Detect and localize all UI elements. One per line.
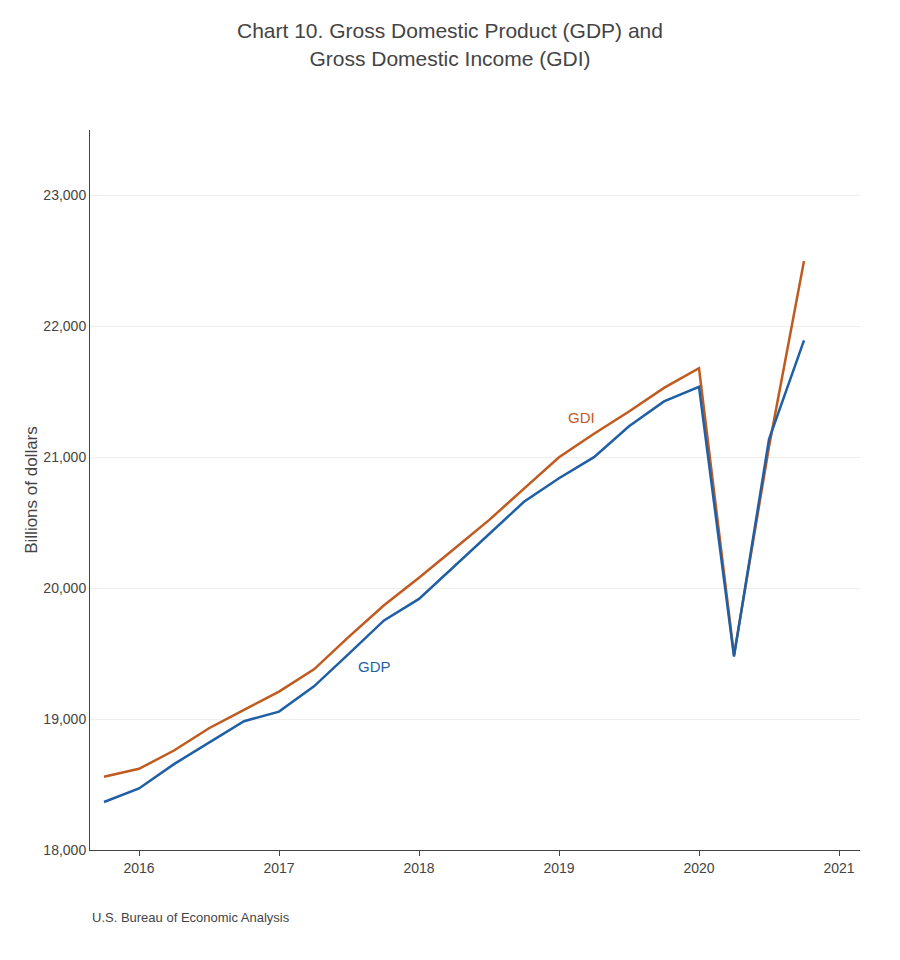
svg-text:GDI: GDI (568, 409, 595, 426)
svg-text:Billions of dollars: Billions of dollars (22, 426, 41, 554)
svg-text:GDP: GDP (358, 658, 391, 675)
svg-text:20,000: 20,000 (43, 580, 86, 596)
svg-text:2018: 2018 (403, 860, 434, 876)
svg-text:Chart 10. Gross Domestic Produ: Chart 10. Gross Domestic Product (GDP) a… (237, 19, 663, 69)
svg-text:21,000: 21,000 (43, 449, 86, 465)
svg-text:23,000: 23,000 (43, 187, 86, 203)
svg-text:U.S. Bureau of Economic Analys: U.S. Bureau of Economic Analysis (92, 910, 290, 925)
svg-text:2021: 2021 (823, 860, 854, 876)
svg-text:2019: 2019 (543, 860, 574, 876)
svg-text:2020: 2020 (683, 860, 714, 876)
svg-text:22,000: 22,000 (43, 318, 86, 334)
svg-text:2017: 2017 (263, 860, 294, 876)
svg-text:19,000: 19,000 (43, 711, 86, 727)
svg-text:2016: 2016 (123, 860, 154, 876)
svg-text:18,000: 18,000 (43, 842, 86, 858)
